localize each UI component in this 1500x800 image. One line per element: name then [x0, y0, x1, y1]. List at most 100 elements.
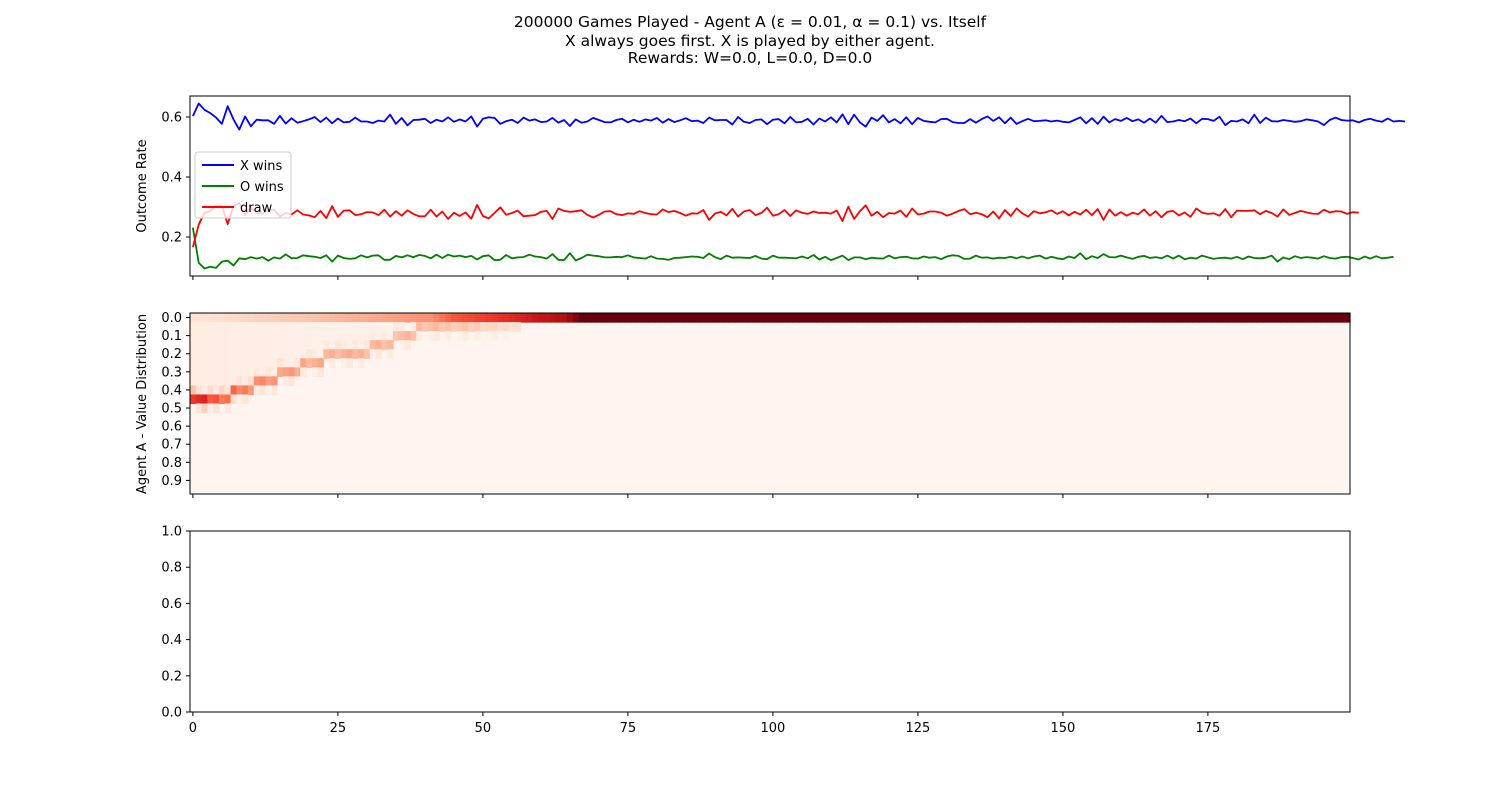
heatmap-cell — [712, 313, 718, 323]
heatmap-cell — [213, 358, 219, 368]
heatmap-cell — [399, 331, 405, 341]
heatmap-cell — [364, 340, 370, 350]
heatmap-cell — [729, 313, 735, 323]
heatmap-cell — [834, 313, 840, 323]
heatmap-cell — [318, 322, 324, 332]
heatmap-cell — [927, 313, 933, 323]
heatmap-cell — [956, 313, 962, 323]
heatmap-cell — [979, 313, 985, 323]
heatmap-cell — [480, 322, 486, 332]
heatmap-cell — [225, 322, 231, 332]
heatmap-cell — [1315, 313, 1321, 323]
heatmap-cell — [213, 331, 219, 341]
heatmap-cell — [573, 313, 579, 323]
heatmap-cell — [248, 349, 254, 359]
heatmap-cell — [283, 313, 289, 323]
heatmap-cell — [973, 313, 979, 323]
xtick-label: 175 — [1195, 721, 1220, 736]
heatmap-cell — [265, 358, 271, 368]
heatmap-cell — [271, 358, 277, 368]
heatmap-cell — [863, 313, 869, 323]
heatmap-cell — [219, 322, 225, 332]
heatmap-cell — [724, 313, 730, 323]
heatmap-cell — [1304, 313, 1310, 323]
heatmap-cell — [341, 322, 347, 332]
heatmap-cell — [260, 340, 266, 350]
heatmap-cell — [312, 358, 318, 368]
heatmap-cell — [1072, 313, 1078, 323]
heatmap-cell — [231, 313, 237, 323]
heatmap-cell — [196, 394, 202, 404]
heatmap-cell — [1159, 313, 1165, 323]
heatmap-cell — [219, 340, 225, 350]
heatmap-cell — [468, 313, 474, 323]
heatmap-cell — [370, 322, 376, 332]
heatmap-cell — [329, 331, 335, 341]
heatmap-cell — [457, 331, 463, 341]
heatmap-cell — [805, 313, 811, 323]
heatmap-cell — [845, 313, 851, 323]
heatmap-cell — [625, 313, 631, 323]
heatmap-cell — [306, 340, 312, 350]
heatmap-cell — [335, 340, 341, 350]
heatmap-cell — [677, 313, 683, 323]
heatmap-cell — [231, 376, 237, 386]
heatmap-cell — [381, 331, 387, 341]
heatmap-cell — [225, 340, 231, 350]
heatmap-cell — [1275, 313, 1281, 323]
heatmap-cell — [225, 367, 231, 377]
heatmap-cell — [254, 358, 260, 368]
heatmap-cell — [277, 340, 283, 350]
heatmap-cell — [758, 313, 764, 323]
heatmap-cell — [190, 340, 196, 350]
value-distribution-panel: 0.00.10.20.30.40.50.60.70.80.9 Agent A -… — [135, 311, 1351, 498]
heatmap-cell — [381, 313, 387, 323]
heatmap-cell — [202, 385, 208, 395]
heatmap-cell — [648, 313, 654, 323]
heatmap-cell — [376, 313, 382, 323]
heatmap-cell — [289, 367, 295, 377]
heatmap-cell — [619, 313, 625, 323]
heatmap-cell — [497, 322, 503, 332]
heatmap-cell — [294, 340, 300, 350]
heatmap-cell — [271, 331, 277, 341]
heatmap-cell — [422, 322, 428, 332]
heatmap-cell — [1077, 313, 1083, 323]
heatmap-cell — [1170, 313, 1176, 323]
heatmap-cell — [376, 349, 382, 359]
heatmap-cell — [1141, 313, 1147, 323]
heatmap-cell — [938, 313, 944, 323]
heatmap-cell — [306, 349, 312, 359]
heatmap-cell — [207, 349, 213, 359]
heatmap-cell — [190, 322, 196, 332]
heatmap-cell — [242, 349, 248, 359]
heatmap-cell — [410, 313, 416, 323]
heatmap-cell — [190, 376, 196, 386]
heatmap-cell — [579, 313, 585, 323]
heatmap-cell — [1095, 313, 1101, 323]
heatmap-cell — [318, 331, 324, 341]
heatmap-cell — [306, 313, 312, 323]
heatmap-cell — [277, 331, 283, 341]
heatmap-cell — [202, 367, 208, 377]
heatmap-cell — [434, 331, 440, 341]
heatmap-cell — [706, 313, 712, 323]
heatmap-cell — [202, 313, 208, 323]
heatmap-cell — [718, 313, 724, 323]
heatmap-cell — [294, 313, 300, 323]
heatmap-row-label: 0.7 — [161, 438, 182, 453]
heatmap-cell — [329, 340, 335, 350]
heatmap-cell — [857, 313, 863, 323]
heatmap-cell — [294, 322, 300, 332]
ytick-label: 0.2 — [161, 669, 182, 684]
xtick-label: 75 — [620, 721, 637, 736]
heatmap-cell — [190, 313, 196, 323]
heatmap-cell — [393, 331, 399, 341]
heatmap-cell — [515, 322, 521, 332]
heatmap-cell — [248, 358, 254, 368]
heatmap-cell — [248, 367, 254, 377]
heatmap-cell — [289, 322, 295, 332]
heatmap-cell — [538, 313, 544, 323]
heatmap-cell — [260, 385, 266, 395]
heatmap-cell — [283, 322, 289, 332]
